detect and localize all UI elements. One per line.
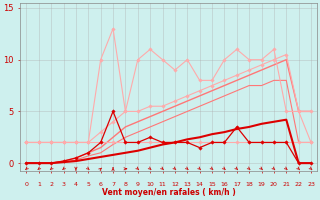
X-axis label: Vent moyen/en rafales ( km/h ): Vent moyen/en rafales ( km/h ) bbox=[102, 188, 236, 197]
